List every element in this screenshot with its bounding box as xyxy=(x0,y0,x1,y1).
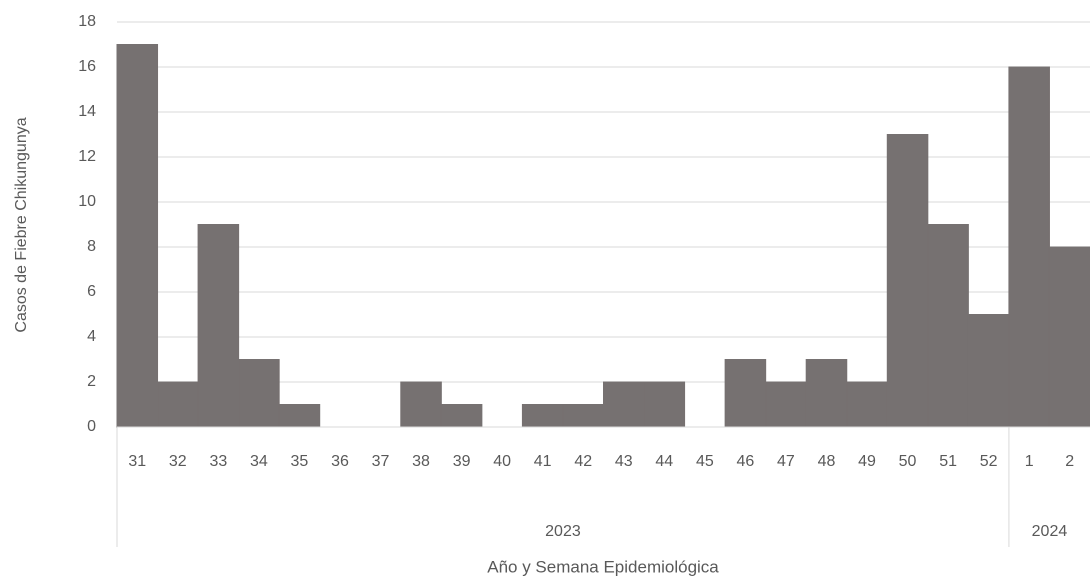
x-tick-label: 40 xyxy=(493,453,511,470)
x-tick-label: 46 xyxy=(736,453,754,470)
bar xyxy=(765,381,807,428)
x-tick-label: 47 xyxy=(777,453,795,470)
bar xyxy=(927,224,969,428)
x-tick-label: 38 xyxy=(412,453,430,470)
x-tick-label: 43 xyxy=(615,453,633,470)
y-tick-label: 2 xyxy=(87,373,96,390)
x-tick-label: 34 xyxy=(250,453,268,470)
y-tick-label: 14 xyxy=(78,103,96,120)
bar xyxy=(440,404,483,428)
x-tick-label: 50 xyxy=(899,453,917,470)
x-tick-label: 49 xyxy=(858,453,876,470)
bar xyxy=(562,404,604,428)
bar xyxy=(238,359,280,428)
x-tick-label: 48 xyxy=(818,453,836,470)
bar xyxy=(643,381,686,428)
y-tick-label: 4 xyxy=(87,328,96,345)
bar xyxy=(886,134,929,428)
bar xyxy=(197,224,240,428)
group-label: 2023 xyxy=(545,523,581,540)
x-tick-label: 39 xyxy=(453,453,471,470)
bar xyxy=(278,404,321,428)
y-axis-title: Casos de Fiebre Chikungunya xyxy=(13,117,30,332)
bar xyxy=(1008,66,1050,428)
bar xyxy=(805,359,848,428)
x-tick-label: 52 xyxy=(980,453,998,470)
y-tick-label: 0 xyxy=(87,418,96,435)
x-axis-title: Año y Semana Epidemiológica xyxy=(487,557,719,576)
group-label: 2024 xyxy=(1032,523,1068,540)
x-tick-label: 1 xyxy=(1025,453,1034,470)
bar xyxy=(400,381,442,428)
bar xyxy=(967,314,1010,428)
x-tick-label: 32 xyxy=(169,453,187,470)
y-tick-label: 8 xyxy=(87,238,96,255)
bar xyxy=(846,381,888,428)
x-tick-label: 2 xyxy=(1065,453,1074,470)
y-tick-label: 10 xyxy=(78,193,96,210)
x-tick-label: 35 xyxy=(291,453,309,470)
bar xyxy=(116,44,159,428)
bar xyxy=(1048,246,1090,428)
x-tick-label: 36 xyxy=(331,453,349,470)
bar xyxy=(157,381,199,428)
bar xyxy=(521,404,564,428)
x-tick-label: 42 xyxy=(574,453,592,470)
x-tick-label: 33 xyxy=(209,453,227,470)
x-tick-label: 37 xyxy=(372,453,390,470)
x-tick-label: 41 xyxy=(534,453,552,470)
bar xyxy=(603,381,645,428)
x-tick-label: 31 xyxy=(128,453,146,470)
x-tick-label: 51 xyxy=(939,453,957,470)
x-tick-label: 45 xyxy=(696,453,714,470)
y-tick-label: 18 xyxy=(78,13,96,30)
y-tick-label: 16 xyxy=(78,58,96,75)
bar xyxy=(724,359,767,428)
x-tick-label: 44 xyxy=(655,453,673,470)
y-tick-label: 12 xyxy=(78,148,96,165)
y-tick-label: 6 xyxy=(87,283,96,300)
